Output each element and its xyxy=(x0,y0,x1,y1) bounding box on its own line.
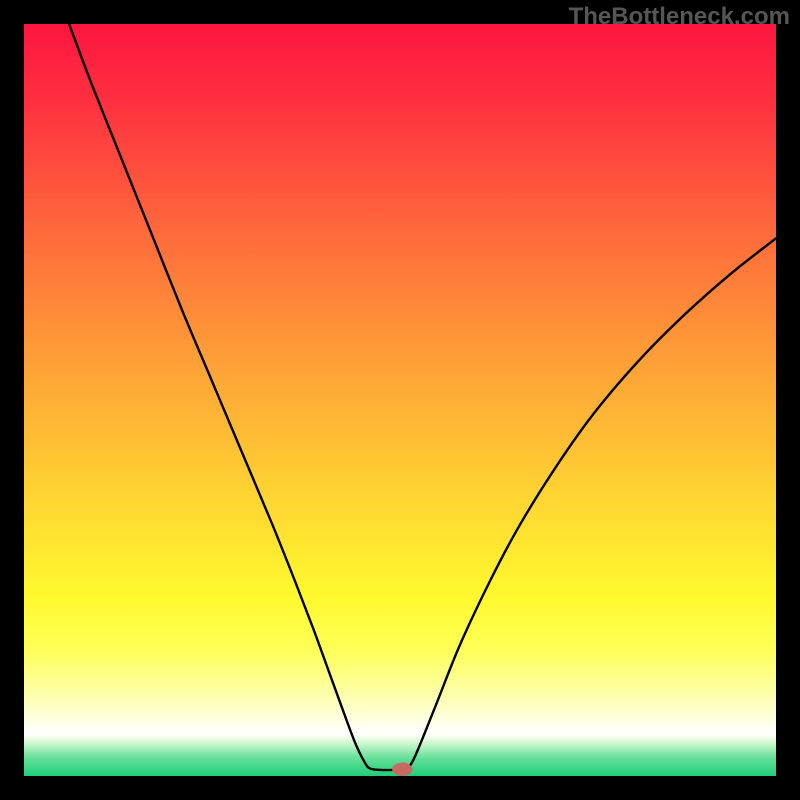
watermark-text: TheBottleneck.com xyxy=(569,3,790,31)
bottleneck-chart xyxy=(0,0,800,800)
optimal-marker xyxy=(392,762,412,776)
plot-area xyxy=(24,24,776,776)
